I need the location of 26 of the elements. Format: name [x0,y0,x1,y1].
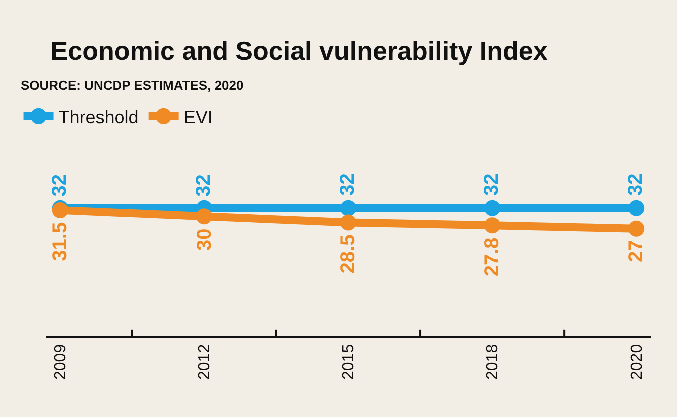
data-label: 32 [337,174,360,196]
point [484,218,501,234]
data-label: 27.8 [481,238,504,277]
data-label: 30 [194,228,216,252]
x-tick-label: 2015 [340,344,358,380]
chart-subtitle: SOURCE: UNCDP ESTIMATES, 2020 [21,78,244,93]
x-tick-label: 2012 [196,344,214,380]
data-label: 27 [626,240,648,262]
data-label: 31.5 [49,222,72,262]
data-label: 32 [49,174,72,197]
point [196,208,212,225]
data-label: 32 [625,174,648,196]
x-tick-label: 2009 [52,344,70,380]
point [628,220,645,237]
data-label: 32 [481,174,504,196]
legend-label: Threshold [58,107,139,128]
legend-label: EVI [184,107,213,128]
x-tick-label: 2018 [484,344,502,380]
data-label: 32 [193,174,216,197]
data-label: 28.5 [337,234,360,274]
x-tick-label: 2020 [628,344,646,380]
point [340,200,356,216]
point [628,200,645,216]
point [340,214,356,231]
chart-title: Economic and Social vulnerability Index [50,36,548,66]
point [484,200,501,216]
